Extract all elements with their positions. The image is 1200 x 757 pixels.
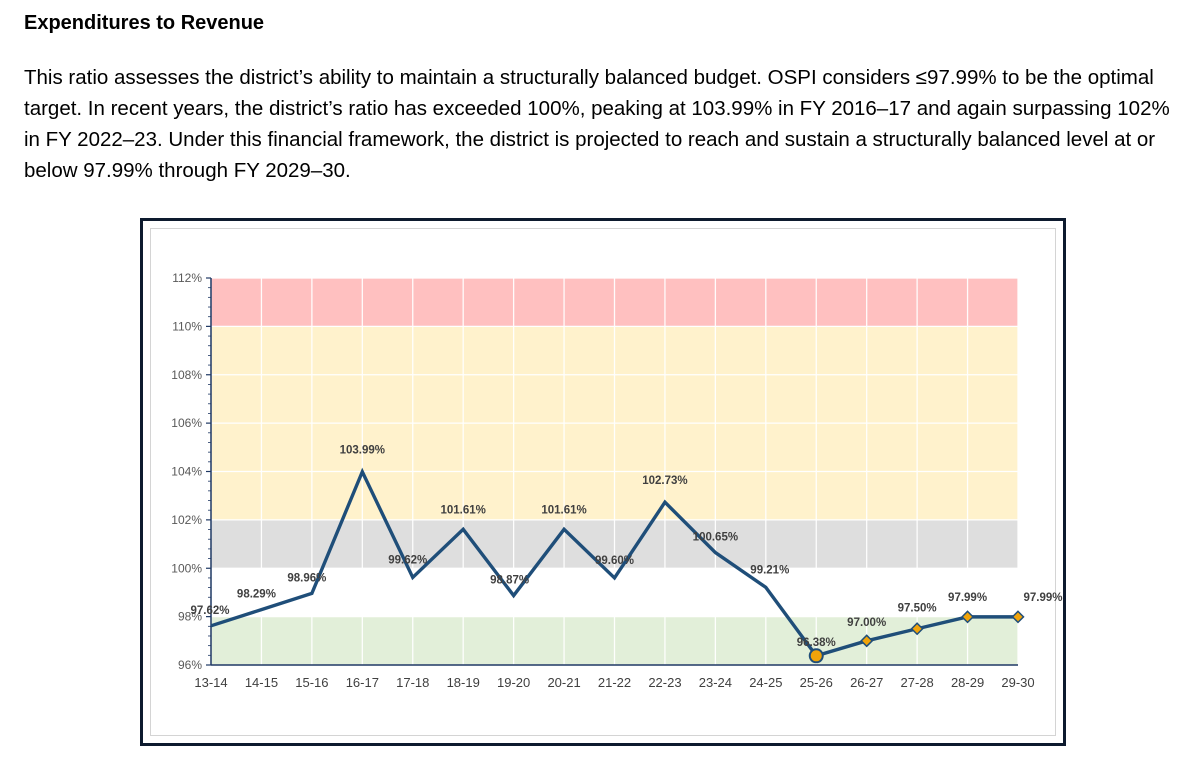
data-label: 97.00% xyxy=(847,617,886,629)
x-tick-label: 14-15 xyxy=(245,675,278,690)
data-label: 96.38% xyxy=(797,637,836,649)
data-label: 98.96% xyxy=(287,572,326,584)
data-label: 99.21% xyxy=(750,564,789,576)
data-label: 98.29% xyxy=(237,589,276,601)
x-tick-label: 28-29 xyxy=(951,675,984,690)
x-tick-label: 21-22 xyxy=(598,675,631,690)
x-tick-label: 29-30 xyxy=(1001,675,1034,690)
series-line xyxy=(210,467,1018,658)
data-point-marker xyxy=(860,634,874,648)
data-label: 102.73% xyxy=(642,475,687,487)
y-tick-label: 104% xyxy=(171,465,202,479)
expenditures-to-revenue-chart: 96% 98% 100% 102% 104% 106% 108% 110% 112% 13-14 1… xyxy=(171,271,1062,690)
x-tick-label: 23-24 xyxy=(699,675,732,690)
data-label: 97.62% xyxy=(190,605,229,617)
x-tick-label: 26-27 xyxy=(850,675,883,690)
data-label: 98.87% xyxy=(490,575,529,587)
x-tick-label: 20-21 xyxy=(547,675,580,690)
data-point-marker xyxy=(961,610,975,624)
data-label: 103.99% xyxy=(340,445,385,457)
y-tick-label: 108% xyxy=(171,368,202,382)
data-label: 97.50% xyxy=(898,603,937,615)
data-label: 97.99% xyxy=(948,592,987,604)
data-point-marker xyxy=(1011,610,1025,624)
y-tick-label: 96% xyxy=(178,658,202,672)
chart-frame: 96% 98% 100% 102% 104% 106% 108% 110% 112% 13-14 1… xyxy=(140,218,1066,746)
data-label: 101.61% xyxy=(541,504,586,516)
x-tick-label: 24-25 xyxy=(749,675,782,690)
x-tick-label: 16-17 xyxy=(346,675,379,690)
data-label: 97.99% xyxy=(1023,592,1062,604)
data-label: 99.62% xyxy=(388,554,427,566)
y-tick-label: 106% xyxy=(171,416,202,430)
x-tick-label: 15-16 xyxy=(295,675,328,690)
section-paragraph: This ratio assesses the district’s abili… xyxy=(24,66,1170,182)
data-label: 101.61% xyxy=(440,504,485,516)
x-tick-label: 13-14 xyxy=(194,675,227,690)
y-tick-label: 102% xyxy=(171,513,202,527)
x-tick-label: 17-18 xyxy=(396,675,429,690)
x-tick-label: 22-23 xyxy=(648,675,681,690)
y-tick-label: 100% xyxy=(171,561,202,575)
data-label: 99.60% xyxy=(595,555,634,567)
x-tick-label: 19-20 xyxy=(497,675,530,690)
y-tick-label: 110% xyxy=(172,319,202,333)
section-heading: Expenditures to Revenue xyxy=(24,12,265,34)
chart-inner-border xyxy=(150,228,1056,736)
y-tick-label: 98% xyxy=(178,610,202,624)
data-point-marker xyxy=(910,622,924,636)
data-label: 100.65% xyxy=(693,532,738,544)
y-tick-label: 112% xyxy=(172,271,202,285)
x-tick-label: 25-26 xyxy=(800,675,833,690)
data-point-marker xyxy=(808,648,824,664)
x-tick-label: 18-19 xyxy=(447,675,480,690)
x-tick-label: 27-28 xyxy=(901,675,934,690)
